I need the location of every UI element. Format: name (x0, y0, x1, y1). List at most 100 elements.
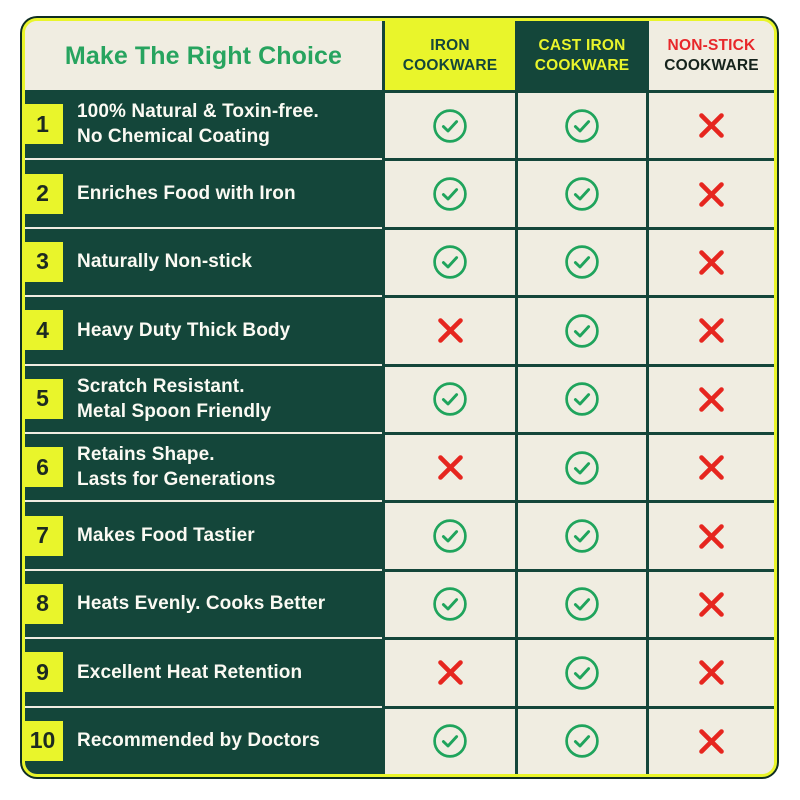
cross-icon (697, 180, 726, 209)
cross-icon (436, 658, 465, 687)
non-stick-mark-cell (646, 500, 774, 569)
check-circle-icon (432, 723, 468, 759)
cast-iron-mark-cell (515, 295, 646, 364)
check-circle-icon (564, 450, 600, 486)
feature-text: Excellent Heat Retention (77, 661, 303, 683)
row-number-tag: 2 (25, 173, 63, 214)
check-circle-icon (564, 723, 600, 759)
page-title: Make The Right Choice (25, 21, 382, 90)
column-header-line2: COOKWARE (402, 56, 498, 74)
cast-iron-mark-cell (515, 226, 646, 296)
check-circle-icon (564, 586, 600, 622)
check-circle-icon (564, 313, 600, 349)
row-number-tag: 3 (25, 241, 63, 282)
feature-text: Scratch Resistant. Metal Spoon Friendly (77, 375, 272, 422)
feature-cell: 1 100% Natural & Toxin-free. No Chemical … (25, 90, 382, 159)
feature-cell: 2 Enriches Food with Iron (25, 158, 382, 227)
feature-text: Recommended by Doctors (77, 730, 320, 752)
feature-text: Makes Food Tastier (77, 525, 255, 547)
cross-icon (697, 385, 726, 414)
iron-mark-cell (382, 432, 515, 501)
comparison-grid: Make The Right Choice IRON COOKWARE CAST… (22, 18, 777, 777)
row-number-tag: 7 (25, 515, 63, 556)
check-circle-icon (564, 655, 600, 691)
column-header-iron-cookware: IRON COOKWARE (382, 21, 515, 90)
row-number-tag: 9 (25, 652, 63, 693)
check-circle-icon (432, 108, 468, 144)
column-header-non-stick-cookware: NON-STICK COOKWARE (646, 21, 774, 90)
feature-cell: 3 Naturally Non-stick (25, 226, 382, 296)
feature-cell: 6 Retains Shape. Lasts for Generations (25, 432, 382, 501)
row-number-tag: 6 (25, 447, 63, 488)
cast-iron-mark-cell (515, 90, 646, 159)
iron-mark-cell (382, 637, 515, 706)
cross-icon (697, 111, 726, 140)
iron-mark-cell (382, 226, 515, 296)
cross-icon (697, 658, 726, 687)
check-circle-icon (432, 518, 468, 554)
column-header-line1: NON-STICK (667, 36, 756, 54)
column-header-cast-iron-cookware: CAST IRON COOKWARE (515, 21, 646, 90)
column-header-line2: COOKWARE (534, 56, 630, 74)
non-stick-mark-cell (646, 363, 774, 432)
iron-mark-cell (382, 568, 515, 638)
cross-icon (697, 590, 726, 619)
cast-iron-mark-cell (515, 568, 646, 638)
check-circle-icon (432, 381, 468, 417)
row-number-tag: 1 (25, 104, 63, 145)
iron-mark-cell (382, 705, 515, 774)
cross-icon (697, 522, 726, 551)
row-number-tag: 10 (25, 720, 63, 761)
iron-mark-cell (382, 500, 515, 569)
non-stick-mark-cell (646, 637, 774, 706)
check-circle-icon (564, 518, 600, 554)
feature-cell: 7 Makes Food Tastier (25, 500, 382, 569)
feature-text: Heavy Duty Thick Body (77, 319, 291, 341)
non-stick-mark-cell (646, 295, 774, 364)
cross-icon (697, 727, 726, 756)
iron-mark-cell (382, 90, 515, 159)
feature-cell: 8 Heats Evenly. Cooks Better (25, 568, 382, 638)
cast-iron-mark-cell (515, 363, 646, 432)
non-stick-mark-cell (646, 226, 774, 296)
cross-icon (436, 316, 465, 345)
feature-cell: 10 Recommended by Doctors (25, 705, 382, 774)
column-header-line2: COOKWARE (664, 56, 759, 74)
cross-icon (697, 248, 726, 277)
feature-cell: 9 Excellent Heat Retention (25, 637, 382, 706)
cast-iron-mark-cell (515, 705, 646, 774)
check-circle-icon (564, 244, 600, 280)
feature-text: Naturally Non-stick (77, 251, 253, 273)
cast-iron-mark-cell (515, 500, 646, 569)
non-stick-mark-cell (646, 158, 774, 227)
column-header-line1: CAST IRON (538, 36, 626, 54)
column-header-line1: IRON (430, 36, 470, 54)
check-circle-icon (432, 244, 468, 280)
feature-cell: 4 Heavy Duty Thick Body (25, 295, 382, 364)
cross-icon (436, 453, 465, 482)
row-number-tag: 8 (25, 583, 63, 624)
feature-cell: 5 Scratch Resistant. Metal Spoon Friendly (25, 363, 382, 432)
check-circle-icon (432, 586, 468, 622)
feature-text: Heats Evenly. Cooks Better (77, 593, 326, 615)
cast-iron-mark-cell (515, 637, 646, 706)
feature-text: Enriches Food with Iron (77, 183, 296, 205)
row-number-tag: 5 (25, 378, 63, 419)
non-stick-mark-cell (646, 90, 774, 159)
check-circle-icon (564, 176, 600, 212)
iron-mark-cell (382, 158, 515, 227)
non-stick-mark-cell (646, 568, 774, 638)
comparison-table-card: Make The Right Choice IRON COOKWARE CAST… (20, 16, 779, 779)
cast-iron-mark-cell (515, 158, 646, 227)
non-stick-mark-cell (646, 432, 774, 501)
feature-text: 100% Natural & Toxin-free. No Chemical Co… (77, 101, 319, 148)
check-circle-icon (564, 108, 600, 144)
cross-icon (697, 453, 726, 482)
cast-iron-mark-cell (515, 432, 646, 501)
check-circle-icon (432, 176, 468, 212)
cross-icon (697, 316, 726, 345)
row-number-tag: 4 (25, 310, 63, 351)
check-circle-icon (564, 381, 600, 417)
feature-text: Retains Shape. Lasts for Generations (77, 444, 276, 491)
iron-mark-cell (382, 295, 515, 364)
